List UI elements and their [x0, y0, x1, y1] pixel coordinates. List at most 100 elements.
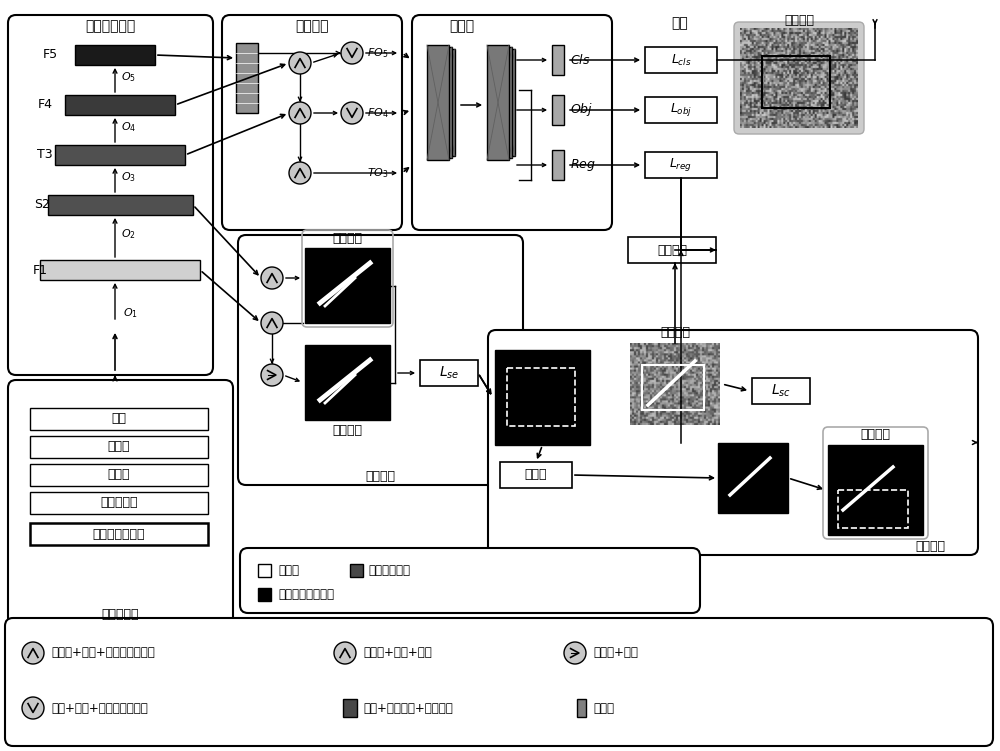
Text: 语义分割: 语义分割 [366, 470, 396, 484]
Text: 主干特征网络: 主干特征网络 [85, 19, 136, 33]
Bar [427, 45, 449, 160]
Text: $O_1$: $O_1$ [123, 306, 138, 320]
Bar [493, 49, 515, 156]
Text: 反卷积+卷积: 反卷积+卷积 [593, 647, 638, 659]
Text: 卷积+批归一化+激活函数: 卷积+批归一化+激活函数 [363, 701, 453, 714]
Text: $FO_5$: $FO_5$ [367, 46, 389, 60]
Bar [30, 464, 208, 486]
Bar [40, 260, 200, 280]
Bar [495, 350, 590, 445]
Bar [642, 365, 704, 410]
Bar [305, 345, 390, 420]
Bar [838, 490, 908, 528]
Text: 坐标标签: 坐标标签 [660, 327, 690, 339]
Bar [828, 445, 923, 535]
FancyBboxPatch shape [5, 618, 993, 746]
Bar [343, 699, 357, 717]
Bar [30, 492, 208, 514]
Text: 阻尼比: 阻尼比 [108, 441, 130, 454]
Bar [420, 360, 478, 386]
Bar [350, 564, 363, 577]
Text: S2: S2 [34, 198, 50, 212]
Bar [645, 152, 717, 178]
Text: 多特征输入: 多特征输入 [102, 608, 139, 622]
Ellipse shape [334, 642, 356, 664]
Ellipse shape [289, 162, 311, 184]
Bar [75, 45, 155, 65]
Text: $L_{reg}$: $L_{reg}$ [669, 156, 693, 173]
Text: $L_{se}$: $L_{se}$ [439, 365, 459, 382]
Bar [507, 368, 575, 426]
Bar [30, 408, 208, 430]
Text: 空间金字塔池化层: 空间金字塔池化层 [278, 587, 334, 601]
Bar [490, 47, 512, 158]
Ellipse shape [261, 364, 283, 386]
Ellipse shape [341, 102, 363, 124]
Text: 特征融合: 特征融合 [295, 19, 329, 33]
Ellipse shape [22, 642, 44, 664]
Bar [577, 699, 586, 717]
Text: $O_2$: $O_2$ [121, 228, 136, 241]
Text: 标签分配: 标签分配 [657, 243, 687, 257]
Bar [305, 248, 390, 323]
Text: 平均极化散射角: 平均极化散射角 [93, 527, 145, 541]
Bar [552, 95, 564, 125]
Ellipse shape [289, 102, 311, 124]
Ellipse shape [564, 642, 586, 664]
FancyBboxPatch shape [412, 15, 612, 230]
Bar [645, 47, 717, 73]
Text: $TO_3$: $TO_3$ [367, 166, 389, 180]
Bar [645, 97, 717, 123]
Bar [30, 523, 208, 545]
Bar [487, 45, 509, 160]
Text: 卷积层: 卷积层 [593, 701, 614, 714]
Bar [48, 195, 193, 215]
Text: $O_4$: $O_4$ [121, 120, 136, 134]
Bar [552, 45, 564, 75]
Text: $L_{obj}$: $L_{obj}$ [670, 101, 692, 119]
Text: T3: T3 [37, 149, 53, 161]
Text: $O_3$: $O_3$ [121, 170, 136, 184]
Text: 分割结果: 分割结果 [332, 424, 362, 436]
Text: 上采样+拼接+跨阶段局部模块: 上采样+拼接+跨阶段局部模块 [51, 647, 155, 659]
Bar [258, 564, 271, 577]
FancyBboxPatch shape [240, 548, 700, 613]
FancyBboxPatch shape [488, 330, 978, 555]
Bar [628, 237, 716, 263]
Text: F4: F4 [38, 98, 52, 111]
FancyBboxPatch shape [8, 380, 233, 625]
Text: 散射熵: 散射熵 [108, 469, 130, 481]
Text: $Reg$: $Reg$ [570, 157, 596, 173]
Bar [718, 443, 788, 513]
Ellipse shape [261, 267, 283, 289]
Ellipse shape [261, 312, 283, 334]
Text: 补全结果: 补全结果 [860, 429, 891, 442]
Bar [552, 150, 564, 180]
Text: $FO_4$: $FO_4$ [367, 106, 389, 120]
FancyBboxPatch shape [734, 22, 864, 134]
Text: 定位头: 定位头 [449, 19, 475, 33]
Bar [258, 588, 271, 601]
Text: 语义补全: 语义补全 [915, 541, 945, 553]
Bar [433, 49, 455, 156]
Text: 反卷积+拼接+卷积: 反卷积+拼接+卷积 [363, 647, 432, 659]
Text: 分割标签: 分割标签 [332, 231, 362, 245]
Text: 各向异性度: 各向异性度 [100, 496, 138, 509]
Bar [430, 47, 452, 158]
FancyBboxPatch shape [8, 15, 213, 375]
Text: 跨阶段局部层: 跨阶段局部层 [368, 563, 410, 577]
Text: 卷积+拼接+跨阶段局部模块: 卷积+拼接+跨阶段局部模块 [51, 701, 148, 714]
Bar [65, 95, 175, 115]
Text: F1: F1 [32, 264, 48, 276]
FancyBboxPatch shape [238, 235, 523, 485]
Text: F5: F5 [42, 49, 58, 62]
Text: $L_{sc}$: $L_{sc}$ [771, 383, 791, 400]
Text: $O_5$: $O_5$ [121, 70, 136, 84]
Text: $L_{cls}$: $L_{cls}$ [671, 53, 691, 68]
Bar [55, 145, 185, 165]
Text: $Obj$: $Obj$ [570, 101, 593, 119]
Text: 预测: 预测 [672, 16, 688, 30]
Bar [30, 436, 208, 458]
Text: $Cls$: $Cls$ [570, 53, 590, 67]
Ellipse shape [341, 42, 363, 64]
